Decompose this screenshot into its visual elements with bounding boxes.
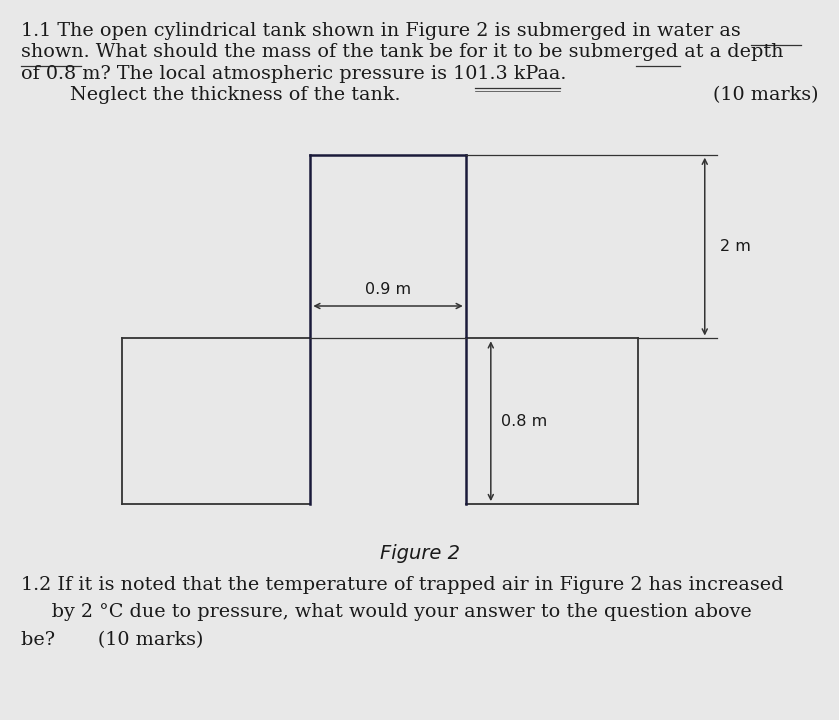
Text: shown. What should the mass of the tank be for it to be submerged at a depth: shown. What should the mass of the tank … (21, 43, 784, 61)
Text: 0.8 m: 0.8 m (501, 414, 547, 428)
Text: Neglect the thickness of the tank.: Neglect the thickness of the tank. (21, 86, 400, 104)
Text: 0.9 m: 0.9 m (365, 282, 411, 297)
Text: 1.1 The open cylindrical tank shown in Figure 2 is submerged in water as: 1.1 The open cylindrical tank shown in F… (21, 22, 741, 40)
Text: by 2 °C due to pressure, what would your answer to the question above: by 2 °C due to pressure, what would your… (21, 603, 752, 621)
Text: 1.2 If it is noted that the temperature of trapped air in Figure 2 has increased: 1.2 If it is noted that the temperature … (21, 576, 784, 594)
Text: (10 marks): (10 marks) (712, 86, 818, 104)
Text: of 0.8 m? The local atmospheric pressure is 101.3 kPaa.: of 0.8 m? The local atmospheric pressure… (21, 65, 566, 83)
Text: Figure 2: Figure 2 (379, 544, 460, 562)
Text: be?       (10 marks): be? (10 marks) (21, 631, 203, 649)
Text: 2 m: 2 m (720, 239, 751, 254)
